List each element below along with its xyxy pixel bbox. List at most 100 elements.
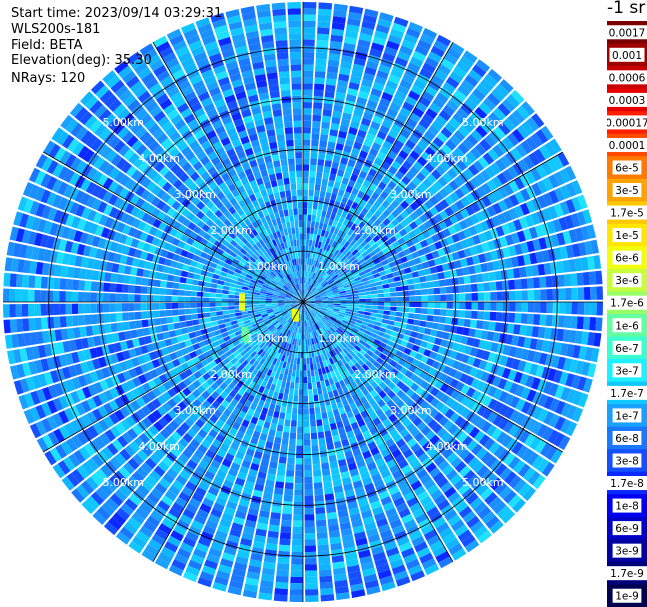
data-gate <box>460 208 470 219</box>
data-gate <box>235 284 243 289</box>
data-gate <box>344 391 352 399</box>
data-gate <box>316 336 321 343</box>
data-gate <box>265 415 273 423</box>
data-gate <box>330 467 340 475</box>
data-gate <box>420 495 433 507</box>
data-gate <box>303 108 312 115</box>
data-gate <box>513 324 521 335</box>
data-gate <box>501 223 511 235</box>
data-gate <box>409 211 419 221</box>
data-gate <box>433 287 441 295</box>
data-gate <box>391 160 402 170</box>
data-gate <box>357 498 369 507</box>
data-gate <box>182 218 192 228</box>
data-gate <box>249 358 256 366</box>
data-gate <box>463 452 475 465</box>
data-gate <box>380 496 392 506</box>
data-gate <box>190 302 197 308</box>
data-gate <box>185 314 192 321</box>
data-gate <box>560 402 572 417</box>
data-gate <box>308 258 312 266</box>
data-gate <box>173 415 184 426</box>
data-gate <box>37 248 46 261</box>
data-gate <box>432 315 440 323</box>
data-gate <box>56 251 65 264</box>
data-gate <box>111 263 120 273</box>
data-gate <box>266 347 273 355</box>
data-gate <box>41 157 53 172</box>
data-gate <box>364 311 371 316</box>
data-gate <box>519 324 527 336</box>
data-gate <box>362 371 370 380</box>
data-gate <box>197 429 208 439</box>
data-gate <box>185 531 199 542</box>
data-gate <box>451 496 465 509</box>
data-gate <box>201 224 211 233</box>
data-gate <box>525 136 538 151</box>
data-gate <box>305 345 309 352</box>
data-gate <box>546 302 553 314</box>
data-gate <box>532 351 542 364</box>
data-gate <box>314 307 321 311</box>
data-gate <box>359 123 369 133</box>
data-gate <box>335 175 343 183</box>
data-gate <box>274 404 281 412</box>
data-gate <box>520 242 529 254</box>
data-gate <box>377 463 389 473</box>
data-gate <box>54 264 62 277</box>
data-gate <box>272 278 279 284</box>
data-gate <box>228 495 240 505</box>
data-gate <box>296 320 300 327</box>
data-gate <box>419 213 429 223</box>
data-gate <box>340 412 348 421</box>
data-gate <box>477 302 485 311</box>
data-gate <box>271 416 279 425</box>
data-gate <box>62 366 72 380</box>
data-gate <box>318 320 324 327</box>
data-gate <box>98 356 107 368</box>
data-gate <box>533 277 541 289</box>
data-gate <box>366 368 374 376</box>
data-gate <box>309 401 315 409</box>
data-gate <box>184 368 193 377</box>
data-gate <box>574 258 583 272</box>
data-gate <box>180 249 189 258</box>
data-gate <box>230 279 238 285</box>
data-gate <box>466 337 475 347</box>
data-gate <box>312 309 319 314</box>
data-gate <box>571 196 582 212</box>
data-gate <box>457 431 469 443</box>
data-gate <box>362 179 371 188</box>
data-gate <box>290 303 297 305</box>
data-gate <box>69 102 84 118</box>
data-gate <box>15 304 23 317</box>
data-gate <box>290 302 297 304</box>
data-gate <box>304 539 316 546</box>
data-gate <box>337 169 345 177</box>
data-gate <box>325 84 336 92</box>
data-gate <box>90 472 104 486</box>
data-gate <box>453 222 463 233</box>
data-gate <box>363 401 372 410</box>
data-gate <box>261 573 275 582</box>
data-gate <box>303 27 316 34</box>
data-gate <box>350 357 358 365</box>
data-gate <box>291 545 303 552</box>
data-gate <box>124 236 134 246</box>
data-gate <box>171 200 181 211</box>
data-gate <box>262 270 269 277</box>
data-gate <box>115 531 131 545</box>
data-gate <box>331 240 337 248</box>
data-gate <box>21 229 31 244</box>
data-gate <box>306 264 309 272</box>
data-gate <box>314 369 319 376</box>
data-gate <box>332 155 341 163</box>
data-gate <box>312 463 321 471</box>
data-gate <box>56 341 65 354</box>
data-gate <box>182 397 192 407</box>
data-gate <box>331 161 340 169</box>
data-gate <box>281 327 286 334</box>
data-gate <box>273 311 281 315</box>
data-gate <box>423 414 434 425</box>
data-gate <box>448 543 463 556</box>
